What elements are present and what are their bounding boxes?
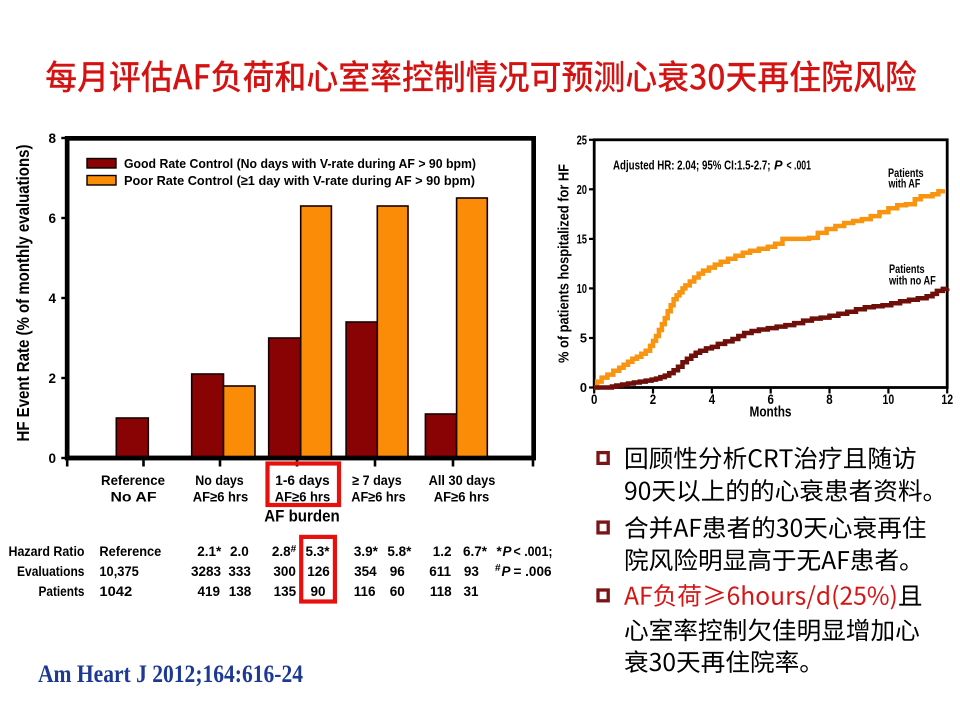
svg-text:≥ 7 days: ≥ 7 days: [352, 473, 402, 488]
svg-text:Hazard Ratio: Hazard Ratio: [9, 544, 85, 559]
svg-text:31: 31: [463, 584, 479, 599]
svg-text:with no AF: with no AF: [888, 273, 936, 287]
svg-text:Poor Rate Control (≥1 day with: Poor Rate Control (≥1 day with V-rate du…: [124, 173, 475, 188]
svg-text:116: 116: [354, 584, 376, 599]
svg-text:3.9*: 3.9*: [354, 544, 379, 559]
svg-text:AF≥6 hrs: AF≥6 hrs: [193, 490, 248, 505]
svg-text:8: 8: [48, 131, 56, 146]
svg-text:419: 419: [198, 584, 221, 599]
svg-text:6: 6: [768, 392, 774, 407]
svg-text:2: 2: [48, 371, 56, 386]
svg-text:< .001: < .001: [787, 158, 812, 173]
svg-text:354: 354: [354, 564, 377, 579]
svg-text:118: 118: [430, 584, 452, 599]
svg-text:5: 5: [580, 331, 587, 346]
svg-text:*: *: [497, 544, 503, 559]
svg-text:Evaluations: Evaluations: [17, 564, 85, 579]
svg-text:8: 8: [826, 392, 833, 407]
svg-text:25: 25: [577, 132, 587, 147]
svg-text:Patients: Patients: [888, 166, 924, 180]
svg-text:12: 12: [941, 392, 953, 407]
svg-text:Am Heart J 2012;164:616-24: Am Heart J 2012;164:616-24: [38, 659, 303, 688]
svg-text:with AF: with AF: [888, 177, 921, 191]
svg-text:4: 4: [709, 392, 716, 407]
svg-text:AF burden: AF burden: [264, 508, 340, 526]
svg-text:0: 0: [591, 392, 597, 407]
svg-text:10,375: 10,375: [99, 564, 139, 579]
svg-text:2: 2: [650, 392, 656, 407]
svg-text:2.8#: 2.8#: [272, 544, 297, 559]
svg-text:1042: 1042: [99, 584, 132, 599]
svg-text:No days: No days: [195, 473, 244, 488]
svg-text:Months: Months: [750, 405, 792, 421]
svg-text:611: 611: [429, 564, 451, 579]
svg-text:Reference: Reference: [101, 473, 165, 488]
svg-text:138: 138: [229, 584, 252, 599]
svg-text:0: 0: [580, 380, 587, 395]
svg-text:Patients: Patients: [39, 584, 85, 599]
svg-text:60: 60: [390, 584, 405, 599]
svg-text:= .006: = .006: [514, 564, 552, 579]
svg-text:15: 15: [577, 232, 587, 247]
svg-text:5.3*: 5.3*: [305, 544, 330, 559]
svg-text:HF Event Rate (% of monthly ev: HF Event Rate (% of monthly evaluations): [13, 145, 33, 442]
svg-text:All 30 days: All 30 days: [429, 473, 496, 488]
svg-text:93: 93: [464, 564, 480, 579]
svg-text:< .001;: < .001;: [514, 544, 553, 559]
svg-text:333: 333: [228, 564, 251, 579]
svg-text:20: 20: [577, 182, 587, 197]
svg-text:Good Rate Control (No days wit: Good Rate Control (No days with V-rate d…: [124, 156, 476, 171]
svg-text:2.1*: 2.1*: [197, 544, 222, 559]
svg-text:P: P: [503, 544, 513, 559]
svg-text:6: 6: [48, 211, 56, 226]
svg-text:Reference: Reference: [99, 544, 161, 559]
svg-text:AF≥6 hrs: AF≥6 hrs: [275, 490, 330, 505]
svg-text:3283: 3283: [191, 564, 222, 579]
svg-text:0: 0: [48, 451, 56, 466]
svg-text:AF≥6 hrs: AF≥6 hrs: [351, 490, 405, 505]
svg-text:126: 126: [307, 564, 330, 579]
svg-text:300: 300: [273, 564, 296, 579]
svg-text:10: 10: [577, 281, 587, 296]
svg-text:1.2: 1.2: [433, 544, 452, 559]
svg-text:P: P: [774, 158, 783, 173]
svg-text:6.7*: 6.7*: [463, 544, 488, 559]
svg-text:% of patients hospitalized for: % of patients hospitalized for HF: [556, 164, 573, 363]
svg-text:#: #: [495, 563, 501, 574]
svg-text:96: 96: [390, 564, 406, 579]
svg-text:135: 135: [274, 584, 297, 599]
svg-text:Adjusted HR: 2.04; 95% CI:1.5-: Adjusted HR: 2.04; 95% CI:1.5-2.7;: [613, 158, 771, 173]
svg-text:2.0: 2.0: [230, 544, 249, 559]
svg-text:Patients: Patients: [889, 262, 925, 276]
svg-text:AF≥6 hrs: AF≥6 hrs: [434, 490, 490, 505]
svg-text:No AF: No AF: [111, 490, 157, 505]
svg-text:4: 4: [48, 291, 56, 306]
svg-text:1-6 days: 1-6 days: [275, 473, 329, 488]
svg-text:5.8*: 5.8*: [387, 544, 412, 559]
svg-text:90: 90: [310, 584, 325, 599]
svg-text:10: 10: [883, 392, 895, 407]
svg-text:P: P: [502, 564, 512, 579]
